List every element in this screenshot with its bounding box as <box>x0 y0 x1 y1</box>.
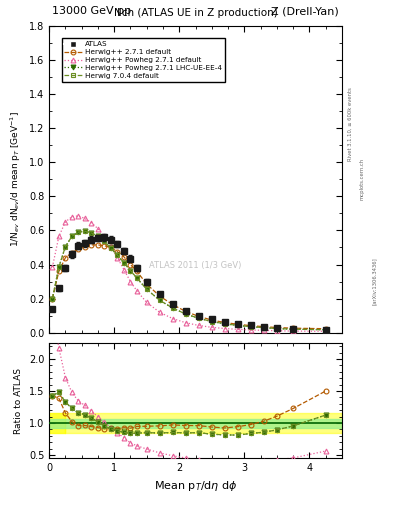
Text: 13000 GeV pp: 13000 GeV pp <box>52 6 131 16</box>
Legend: ATLAS, Herwig++ 2.7.1 default, Herwig++ Powheg 2.7.1 default, Herwig++ Powheg 2.: ATLAS, Herwig++ 2.7.1 default, Herwig++ … <box>62 38 225 82</box>
Text: mcplots.cern.ch: mcplots.cern.ch <box>360 158 365 200</box>
X-axis label: Mean p$_T$/d$\eta$ d$\phi$: Mean p$_T$/d$\eta$ d$\phi$ <box>154 479 237 493</box>
Text: ATLAS 2011 (1/3 GeV): ATLAS 2011 (1/3 GeV) <box>149 261 242 270</box>
Text: Z (Drell-Yan): Z (Drell-Yan) <box>271 6 339 16</box>
Text: [arXiv:1306.3436]: [arXiv:1306.3436] <box>371 258 376 306</box>
Y-axis label: Ratio to ATLAS: Ratio to ATLAS <box>14 368 23 434</box>
Y-axis label: 1/N$_{ev}$ dN$_{ev}$/d mean p$_T$ [GeV$^{-1}$]: 1/N$_{ev}$ dN$_{ev}$/d mean p$_T$ [GeV$^… <box>9 111 23 247</box>
Text: Rivet 3.1.10, ≥ 600k events: Rivet 3.1.10, ≥ 600k events <box>348 87 353 161</box>
Text: Nch (ATLAS UE in Z production): Nch (ATLAS UE in Z production) <box>114 8 277 18</box>
